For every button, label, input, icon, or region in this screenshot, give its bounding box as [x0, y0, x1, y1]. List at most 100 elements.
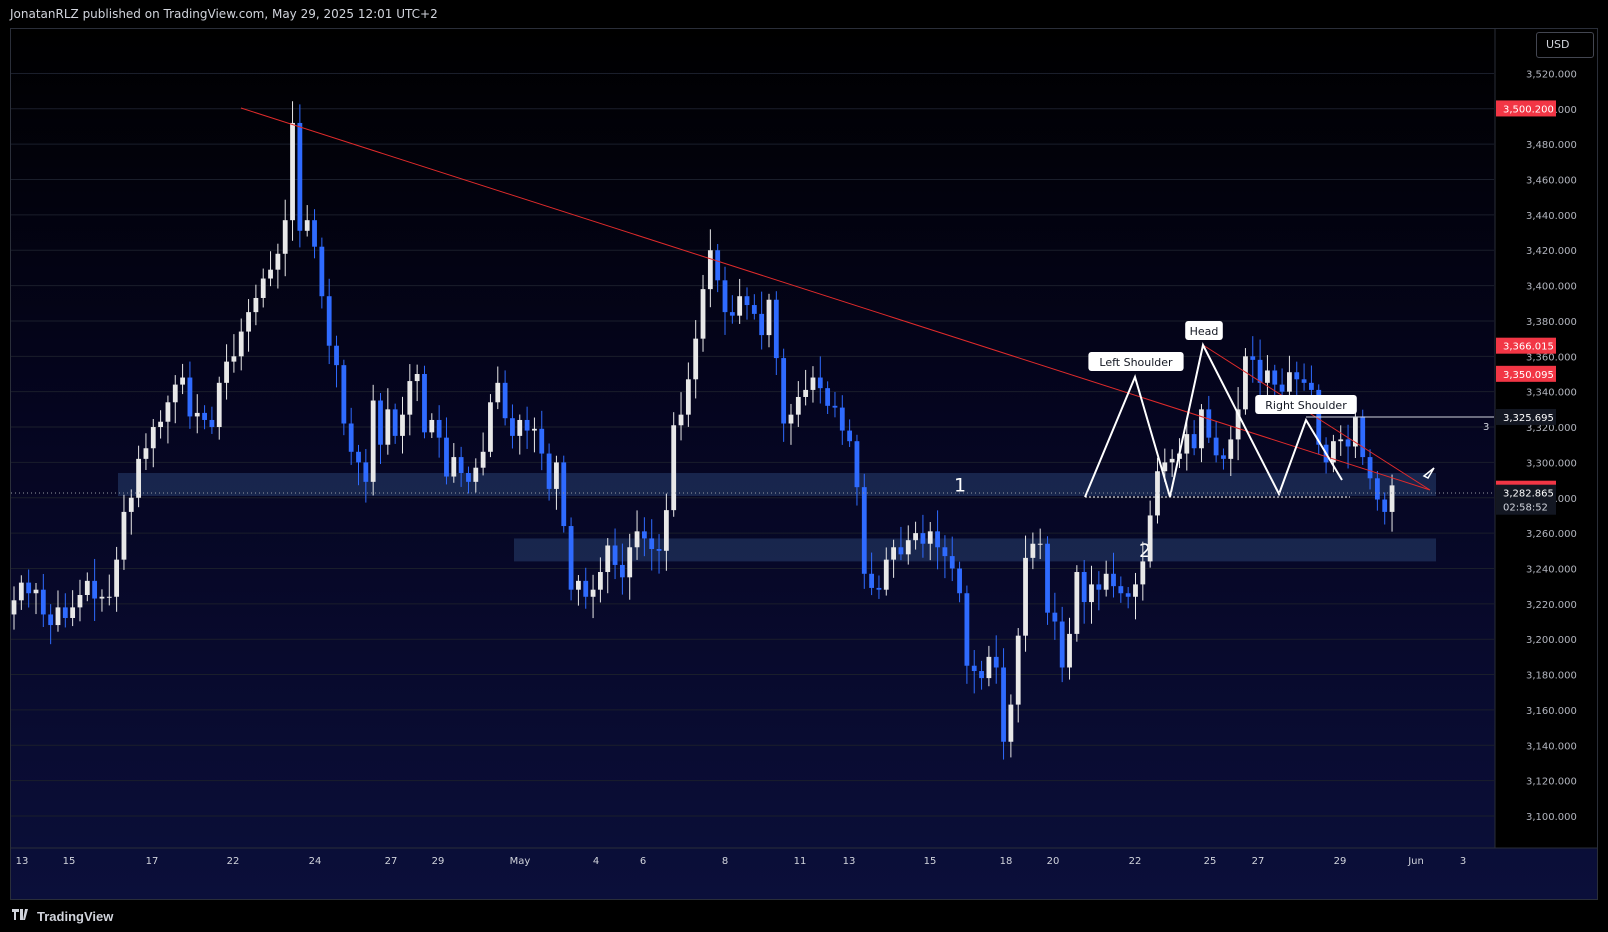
candle-body[interactable]: [422, 374, 427, 433]
candle-body[interactable]: [1389, 485, 1395, 512]
candle-body[interactable]: [238, 331, 244, 357]
candle-body[interactable]: [854, 441, 860, 488]
candle-body[interactable]: [671, 425, 677, 511]
candle-body[interactable]: [1228, 439, 1234, 459]
candle-body[interactable]: [641, 531, 647, 539]
candle-body[interactable]: [502, 382, 508, 419]
candle-body[interactable]: [488, 402, 493, 452]
candle-body[interactable]: [231, 356, 237, 362]
candle-body[interactable]: [1052, 612, 1058, 622]
trendline[interactable]: [240, 107, 1431, 491]
candle-body[interactable]: [1118, 586, 1124, 594]
candle-body[interactable]: [1008, 704, 1014, 742]
candle-body[interactable]: [656, 549, 662, 551]
candle-body[interactable]: [275, 253, 281, 270]
candle-body[interactable]: [370, 400, 376, 482]
candle-body[interactable]: [920, 533, 926, 544]
candle-body[interactable]: [1089, 584, 1094, 603]
candle-body[interactable]: [187, 377, 193, 417]
candle-body[interactable]: [1382, 499, 1388, 512]
candle-body[interactable]: [1030, 543, 1036, 558]
candle-body[interactable]: [1279, 384, 1285, 392]
candle-body[interactable]: [847, 430, 853, 442]
candle-body[interactable]: [92, 580, 98, 599]
candle-body[interactable]: [48, 614, 54, 626]
candle-body[interactable]: [1272, 370, 1278, 385]
candle-body[interactable]: [979, 671, 984, 679]
candle-body[interactable]: [194, 412, 200, 417]
candle-body[interactable]: [1074, 572, 1080, 634]
candle-body[interactable]: [1147, 515, 1153, 562]
candle-body[interactable]: [539, 428, 545, 454]
candle-body[interactable]: [444, 437, 449, 477]
candle-body[interactable]: [913, 533, 918, 541]
candle-body[interactable]: [766, 299, 772, 336]
candle-body[interactable]: [605, 545, 611, 573]
candle-body[interactable]: [744, 296, 750, 306]
candle-body[interactable]: [356, 451, 361, 463]
candle-body[interactable]: [678, 414, 684, 426]
candle-body[interactable]: [466, 473, 471, 482]
candle-body[interactable]: [1125, 593, 1131, 597]
candle-body[interactable]: [825, 388, 831, 406]
candle-body[interactable]: [1111, 573, 1116, 587]
candle-body[interactable]: [392, 409, 398, 436]
candle-body[interactable]: [319, 246, 325, 297]
candle-body[interactable]: [1184, 434, 1190, 454]
candle-body[interactable]: [957, 568, 962, 594]
candle-body[interactable]: [143, 448, 149, 459]
candle-body[interactable]: [861, 487, 867, 574]
candle-body[interactable]: [715, 250, 721, 281]
candle-body[interactable]: [795, 396, 801, 415]
candle-body[interactable]: [1265, 370, 1270, 383]
candle-body[interactable]: [751, 305, 757, 314]
candle-body[interactable]: [1345, 439, 1351, 447]
candle-body[interactable]: [1023, 557, 1028, 636]
candle-body[interactable]: [1235, 409, 1241, 440]
candle-body[interactable]: [312, 220, 317, 247]
candle-body[interactable]: [1096, 584, 1102, 590]
candle-body[interactable]: [363, 462, 369, 482]
candle-body[interactable]: [268, 269, 273, 279]
candle-body[interactable]: [1067, 633, 1072, 668]
candle-body[interactable]: [612, 545, 618, 565]
candle-body[interactable]: [495, 382, 501, 403]
candle-body[interactable]: [590, 589, 596, 597]
head-shoulders-pattern[interactable]: [1084, 342, 1343, 498]
candle-body[interactable]: [40, 589, 46, 615]
candle-body[interactable]: [634, 531, 640, 548]
candle-body[interactable]: [949, 556, 955, 569]
candle-body[interactable]: [685, 379, 691, 415]
candle-body[interactable]: [114, 559, 120, 597]
candle-body[interactable]: [84, 580, 90, 595]
candle-body[interactable]: [26, 582, 32, 594]
candle-body[interactable]: [1213, 437, 1219, 456]
candle-body[interactable]: [1243, 356, 1248, 410]
candle-body[interactable]: [62, 607, 68, 618]
candle-body[interactable]: [1221, 455, 1226, 459]
price-axis[interactable]: [1495, 29, 1597, 848]
candle-body[interactable]: [106, 596, 112, 598]
head-label-box[interactable]: [1185, 321, 1223, 340]
candle-body[interactable]: [817, 377, 823, 389]
candle-body[interactable]: [334, 345, 339, 366]
candle-body[interactable]: [1257, 359, 1263, 383]
candle-body[interactable]: [1360, 416, 1366, 458]
candle-body[interactable]: [568, 526, 574, 590]
candle-body[interactable]: [158, 421, 163, 428]
candle-body[interactable]: [1001, 667, 1006, 742]
candle-body[interactable]: [883, 559, 889, 590]
candle-body[interactable]: [11, 600, 17, 615]
candle-body[interactable]: [1331, 441, 1336, 463]
candle-body[interactable]: [619, 564, 625, 578]
candle-body[interactable]: [121, 511, 127, 560]
candle-body[interactable]: [150, 427, 156, 449]
candle-body[interactable]: [737, 296, 743, 316]
candle-body[interactable]: [216, 382, 222, 428]
right-shoulder-label-box[interactable]: [1255, 395, 1357, 414]
candle-body[interactable]: [773, 299, 779, 359]
candle-body[interactable]: [964, 593, 970, 666]
candle-body[interactable]: [905, 540, 911, 555]
candle-body[interactable]: [986, 656, 992, 679]
